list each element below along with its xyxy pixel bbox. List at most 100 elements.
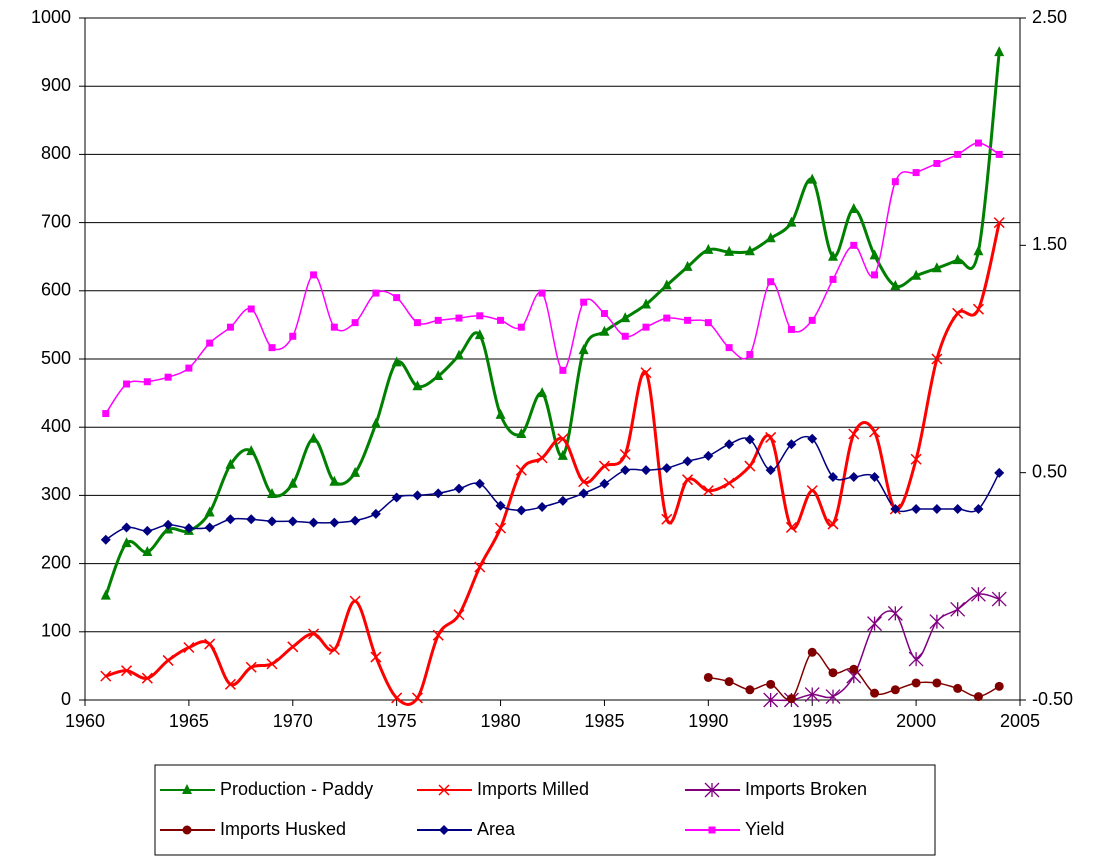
marker <box>725 344 733 352</box>
marker <box>911 269 922 280</box>
marker <box>869 471 880 482</box>
marker <box>950 601 966 617</box>
marker <box>100 534 111 545</box>
marker <box>848 202 859 213</box>
y-tick-label: 200 <box>41 552 71 572</box>
marker <box>268 344 276 352</box>
marker <box>142 525 153 536</box>
marker <box>994 681 1004 691</box>
marker <box>931 353 943 365</box>
marker <box>744 245 755 256</box>
marker <box>206 339 214 347</box>
marker <box>226 323 234 331</box>
marker <box>349 595 361 607</box>
marker <box>806 485 818 497</box>
marker <box>993 217 1005 229</box>
marker <box>663 314 671 322</box>
marker <box>828 250 838 261</box>
legend-label: Production - Paddy <box>220 779 373 799</box>
x-tick-label: 1970 <box>273 711 313 731</box>
marker <box>973 692 983 702</box>
marker <box>661 279 672 290</box>
x-tick-label: 1995 <box>792 711 832 731</box>
marker <box>246 514 257 525</box>
marker <box>204 638 216 650</box>
marker <box>370 417 381 428</box>
marker <box>765 232 776 243</box>
marker <box>787 325 795 333</box>
marker <box>620 312 631 323</box>
marker <box>640 367 652 379</box>
marker <box>765 465 776 476</box>
marker <box>557 433 569 445</box>
marker <box>931 262 942 273</box>
marker <box>829 275 837 283</box>
x-tick-label: 1980 <box>481 711 521 731</box>
x-tick-label: 1990 <box>688 711 728 731</box>
x-tick-label: 1960 <box>65 711 105 731</box>
marker <box>497 316 505 324</box>
series-line <box>770 593 1000 702</box>
marker <box>308 432 319 443</box>
marker <box>867 616 883 632</box>
marker <box>910 453 922 465</box>
marker <box>495 522 507 534</box>
marker <box>391 692 403 704</box>
marker <box>619 448 631 461</box>
marker <box>370 651 382 663</box>
marker <box>102 410 110 418</box>
marker <box>516 505 527 516</box>
marker <box>911 678 921 688</box>
marker <box>438 784 450 796</box>
x-tick-label: 2005 <box>1000 711 1040 731</box>
marker <box>870 688 880 698</box>
y-tick-label: 1000 <box>31 7 71 27</box>
marker <box>310 271 318 279</box>
marker <box>869 249 880 260</box>
marker <box>642 323 650 331</box>
y-tick-label: 500 <box>41 348 71 368</box>
x-tick-label: 2000 <box>896 711 936 731</box>
marker <box>661 463 672 474</box>
marker <box>453 609 465 621</box>
legend-label: Imports Milled <box>477 779 589 799</box>
marker <box>182 784 192 794</box>
marker <box>225 514 236 525</box>
marker <box>391 492 402 503</box>
marker <box>163 519 174 530</box>
marker <box>849 664 859 674</box>
marker <box>912 169 920 177</box>
marker <box>474 478 485 489</box>
marker <box>807 647 817 657</box>
marker <box>164 373 172 381</box>
marker <box>973 504 984 515</box>
marker <box>786 694 796 704</box>
marker <box>517 323 525 331</box>
marker <box>641 465 651 476</box>
marker <box>516 428 527 439</box>
marker <box>412 490 423 501</box>
marker <box>578 488 589 499</box>
marker <box>724 439 735 450</box>
marker <box>931 504 942 515</box>
x-tick-label: 1975 <box>377 711 417 731</box>
series-line <box>105 142 1000 414</box>
y2-tick-label: 2.50 <box>1032 7 1067 27</box>
x-tick-label: 1985 <box>584 711 624 731</box>
y2-tick-label: -0.50 <box>1032 689 1073 709</box>
marker <box>972 303 984 315</box>
legend-label: Area <box>477 819 516 839</box>
marker <box>538 289 546 297</box>
marker <box>328 644 340 656</box>
marker <box>474 329 485 340</box>
marker <box>434 316 442 324</box>
marker <box>557 449 568 460</box>
marker <box>952 307 964 319</box>
marker <box>121 665 133 677</box>
marker <box>308 517 319 528</box>
marker <box>911 504 922 515</box>
marker <box>536 452 548 464</box>
marker <box>350 515 361 526</box>
marker <box>974 139 982 147</box>
